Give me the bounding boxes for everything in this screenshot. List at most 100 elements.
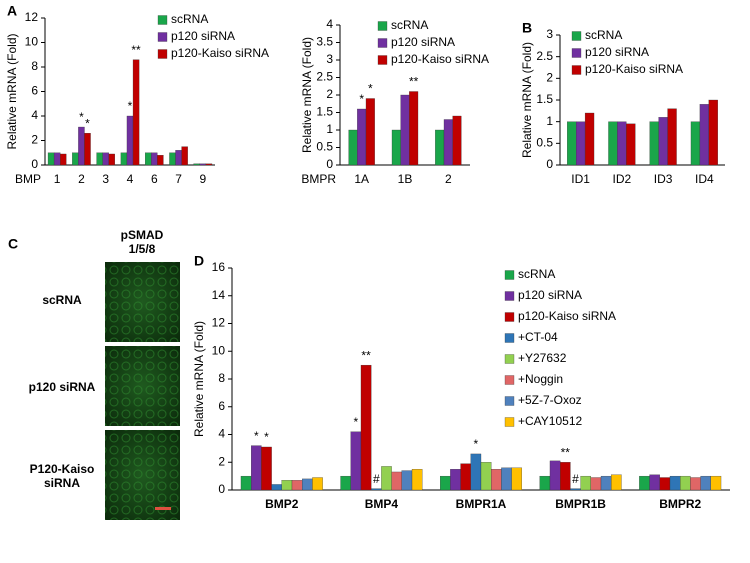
bar [491, 469, 502, 491]
legend-label: p120-Kaiso siRNA [585, 62, 683, 76]
bar [501, 467, 512, 491]
bar [360, 364, 372, 491]
bar [626, 123, 636, 166]
bar [151, 152, 158, 166]
row-label: P120-Kaiso siRNA [29, 462, 95, 490]
annotation: * [128, 99, 133, 113]
bar [391, 471, 402, 491]
x-tick-label: 7 [175, 172, 182, 186]
bar [126, 115, 134, 166]
y-tick-label: 3 [546, 27, 553, 41]
micrograph-texture [105, 262, 180, 342]
legend-label: scRNA [171, 12, 208, 26]
bar [440, 475, 451, 491]
legend-label: p120 siRNA [518, 288, 582, 302]
y-tick-label: 10 [212, 343, 226, 357]
bar [271, 484, 282, 491]
legend-swatch [504, 417, 515, 427]
y-tick-label: 14 [212, 288, 226, 302]
bar [291, 480, 303, 491]
legend-label: +Noggin [518, 372, 563, 386]
bar [78, 126, 85, 166]
y-tick-label: 10 [25, 35, 39, 49]
y-tick-label: 0 [546, 157, 553, 171]
bar [302, 478, 313, 491]
x-axis-label: BMP [15, 172, 41, 186]
legend-label: p120 siRNA [585, 45, 649, 59]
bar [84, 132, 91, 166]
bar [96, 152, 103, 166]
y-tick-label: 2.5 [316, 70, 333, 84]
y-tick-label: 3 [326, 52, 333, 66]
y-tick-label: 4 [326, 17, 333, 31]
bar [470, 453, 482, 491]
legend-swatch [571, 48, 582, 58]
bar [340, 475, 351, 491]
y-tick-label: 3.5 [316, 35, 333, 49]
bar [261, 446, 272, 491]
y-tick-label: 2 [326, 87, 333, 101]
y-tick-label: 8 [218, 371, 225, 385]
annotation: * [474, 437, 479, 451]
x-tick-label: 1A [354, 172, 369, 186]
x-tick-label: BMPR1B [555, 497, 606, 511]
bar [570, 488, 581, 491]
bar [700, 475, 711, 491]
x-axis-label: BMPR [301, 172, 336, 186]
annotation: # [572, 472, 579, 486]
bar [181, 146, 188, 166]
column-title: 1/5/8 [129, 242, 156, 256]
x-tick-label: BMP2 [265, 497, 299, 511]
x-tick-label: BMPR1A [456, 497, 507, 511]
annotation: * [79, 110, 84, 124]
annotation: * [85, 116, 90, 130]
y-tick-label: 1.5 [316, 105, 333, 119]
bar [381, 466, 392, 491]
annotation: * [264, 430, 269, 444]
legend-label: p120 siRNA [391, 35, 455, 49]
x-tick-label: 6 [151, 172, 158, 186]
x-tick-label: ID2 [613, 172, 632, 186]
legend-label: +5Z-7-Oxoz [518, 393, 582, 407]
bar [365, 98, 375, 166]
bar [443, 119, 453, 166]
legend-label: p120-Kaiso siRNA [391, 52, 489, 66]
legend-swatch [504, 375, 515, 385]
bar [690, 477, 701, 491]
legend-swatch [377, 21, 388, 31]
column-title: pSMAD [121, 228, 164, 242]
bar [669, 475, 681, 491]
bar [102, 152, 109, 166]
legend-label: scRNA [518, 267, 555, 281]
panel-label: B [522, 20, 532, 36]
bar [480, 462, 492, 491]
bar [72, 152, 79, 166]
y-tick-label: 0 [218, 482, 225, 496]
x-tick-label: ID1 [571, 172, 590, 186]
legend-label: p120-Kaiso siRNA [518, 309, 616, 323]
y-tick-label: 2 [546, 71, 553, 85]
legend-label: p120 siRNA [171, 29, 235, 43]
bar [639, 475, 650, 491]
bar [145, 152, 152, 166]
bar [348, 129, 358, 166]
annotation: * [354, 415, 359, 429]
y-tick-label: 0.5 [316, 140, 333, 154]
legend-swatch [504, 333, 515, 343]
legend-label: scRNA [585, 28, 622, 42]
bar [108, 153, 115, 166]
bar [357, 108, 367, 166]
bar [576, 121, 586, 166]
bar [560, 462, 571, 491]
legend-swatch [504, 291, 515, 301]
bar [567, 121, 577, 166]
micrograph-texture [105, 346, 180, 426]
legend-swatch [157, 49, 168, 59]
x-tick-label: 4 [127, 172, 134, 186]
bar [584, 112, 595, 166]
bar [690, 121, 701, 166]
scale-bar [155, 507, 171, 510]
x-tick-label: BMPR2 [659, 497, 701, 511]
